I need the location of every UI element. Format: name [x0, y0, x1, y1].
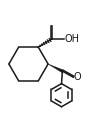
Text: OH: OH [65, 34, 80, 44]
Text: O: O [74, 72, 81, 82]
Polygon shape [48, 64, 63, 72]
